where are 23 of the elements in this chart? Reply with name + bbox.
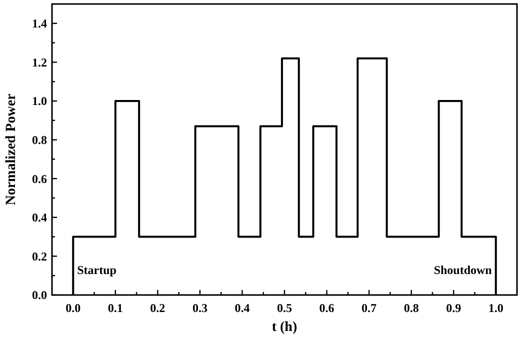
x-tick-label: 1.0 — [488, 301, 504, 315]
x-tick-label: 0.1 — [108, 301, 123, 315]
x-tick-label: 0.4 — [234, 301, 250, 315]
x-tick-label: 0.9 — [446, 301, 462, 315]
y-tick-label: 1.2 — [32, 55, 47, 70]
y-tick-label: 0.6 — [32, 172, 47, 186]
y-tick-label: 1.0 — [32, 94, 47, 108]
x-tick-label: 0.5 — [277, 301, 292, 315]
y-tick-label: 0.4 — [32, 210, 47, 225]
y-tick-label: 0.8 — [32, 133, 47, 147]
x-tick-label: 0.7 — [362, 301, 377, 315]
x-tick-label: 0.6 — [319, 301, 334, 315]
y-axis-title: Normalized Power — [4, 94, 19, 206]
y-tick-label: 0.0 — [32, 288, 47, 302]
x-tick-label: 0.8 — [404, 301, 419, 315]
annotation: Startup — [77, 262, 117, 277]
x-tick-label: 0.0 — [66, 301, 81, 315]
x-tick-label: 0.3 — [192, 301, 208, 315]
x-axis-title: t (h) — [272, 320, 298, 335]
y-tick-label: 1.4 — [32, 16, 47, 31]
y-tick-label: 0.2 — [32, 249, 47, 264]
x-tick-label: 0.2 — [150, 301, 166, 315]
annotation: Shoutdown — [434, 262, 492, 277]
